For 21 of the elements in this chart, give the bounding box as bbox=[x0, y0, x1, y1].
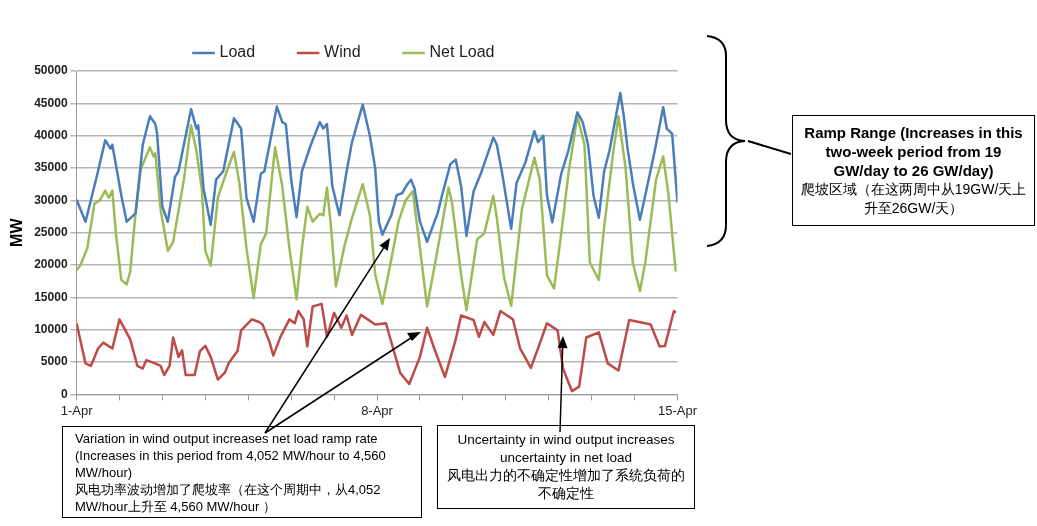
y-tick-label: 50000 bbox=[34, 63, 68, 78]
x-tick-label: 15-Apr bbox=[657, 402, 698, 418]
legend-label: Net Load bbox=[429, 43, 495, 61]
y-tick-label: 45000 bbox=[34, 95, 68, 110]
y-tick-label: 35000 bbox=[34, 160, 68, 175]
y-tick-label: 15000 bbox=[34, 289, 68, 304]
x-tick-label: 1-Apr bbox=[60, 402, 94, 418]
y-axis-title: MW bbox=[8, 217, 26, 247]
text: Variation in wind output increases net load ramp rate (Increases in this period from 4,052 MW/hour to 4,560 MW/hour) 风电功率波动增加了爬坡率（在这个周期中，从4,052 MW/hour上升至 4,560 MW/hour ） bbox=[75, 430, 387, 515]
legend-label: Load bbox=[219, 43, 256, 61]
y-tick-label: 40000 bbox=[34, 127, 68, 142]
text: Ramp Range (Increases in this two-week period from 19 GW/day to 26 GW/day) 爬坡区域（在这两周中从19GW/天上升至26GW/天） bbox=[799, 123, 1028, 218]
y-tick-label: 0 bbox=[60, 386, 68, 401]
y-tick-label: 20000 bbox=[34, 257, 68, 272]
legend-label: Wind bbox=[324, 43, 361, 61]
text: Uncertainty in wind output increases uncertainty in net load 风电出力的不确定性增加了系统负荷的不确定性 bbox=[446, 431, 686, 503]
y-tick-label: 5000 bbox=[40, 354, 68, 369]
x-tick-label: 8-Apr bbox=[361, 402, 394, 418]
y-tick-label: 25000 bbox=[34, 225, 68, 240]
y-tick-label: 30000 bbox=[34, 192, 68, 207]
y-tick-label: 10000 bbox=[34, 322, 68, 337]
